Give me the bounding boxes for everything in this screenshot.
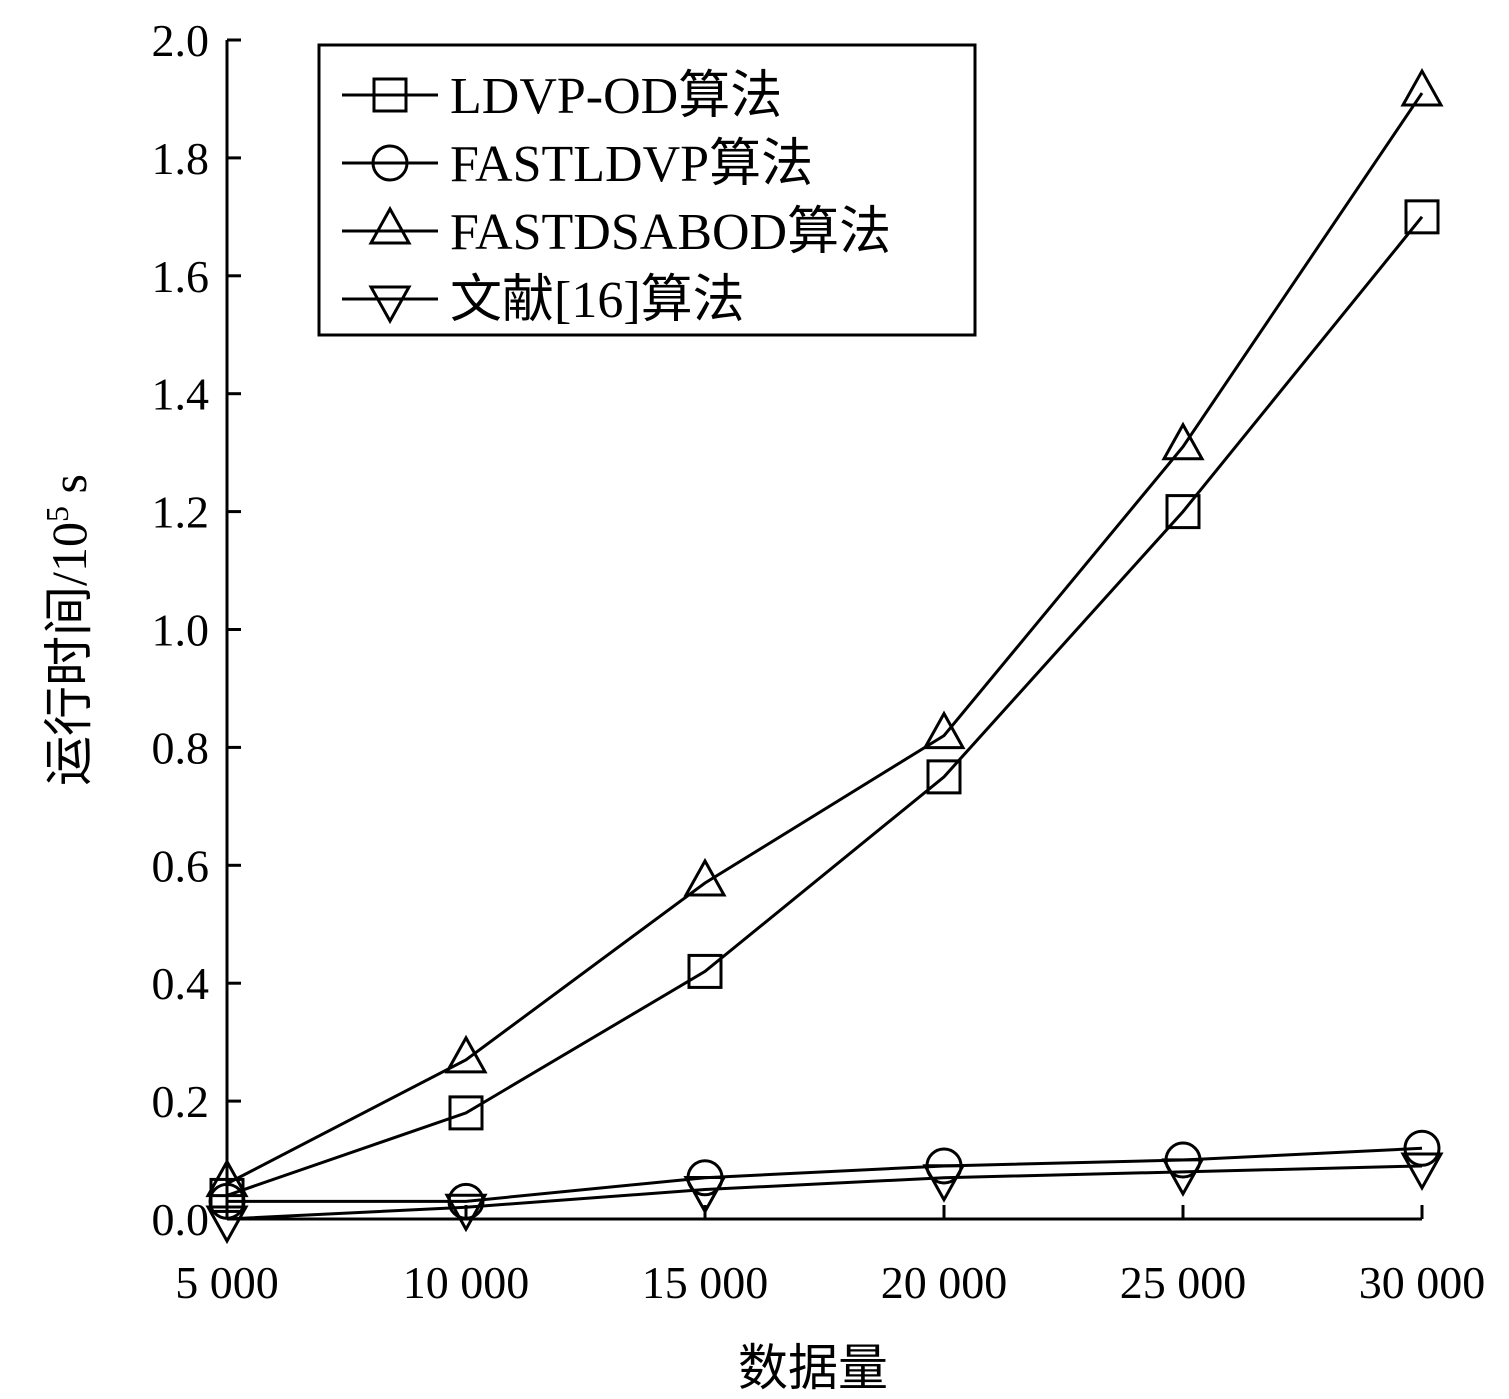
y-tick-label: 0.6 — [152, 840, 210, 891]
y-axis-title-unit: s — [41, 474, 97, 506]
legend-marker — [368, 205, 412, 245]
series-line — [226, 1164, 1423, 1221]
y-tick-label: 1.2 — [152, 487, 210, 538]
x-tick-label: 10 000 — [403, 1257, 530, 1308]
legend-marker — [372, 77, 408, 113]
data-point — [1404, 199, 1440, 235]
legend-label: FASTLDVP算法 — [450, 136, 813, 193]
y-tick-label: 0.8 — [152, 722, 210, 773]
data-point — [444, 1193, 488, 1233]
legend-marker — [371, 144, 409, 182]
series-line — [226, 215, 1424, 1197]
data-point — [683, 857, 727, 897]
legend-label: 文献[16]算法 — [450, 272, 745, 329]
y-tick-label: 2.0 — [152, 15, 210, 66]
data-point — [926, 759, 962, 795]
legend-box — [317, 43, 977, 337]
data-point — [1400, 67, 1444, 107]
x-axis-title: 数据量 — [738, 1340, 888, 1396]
series-layer — [205, 67, 1444, 1245]
y-axis-title: 运行时间/105 s — [39, 474, 97, 786]
data-point — [1161, 1158, 1205, 1197]
data-point — [444, 1034, 488, 1074]
y-tick-label: 1.4 — [152, 369, 210, 420]
data-point — [683, 1176, 727, 1215]
series-3 — [205, 1152, 1444, 1245]
data-point — [448, 1095, 484, 1131]
x-tick-label: 30 000 — [1359, 1257, 1486, 1308]
series-2 — [205, 67, 1444, 1198]
axes: 0.0 0.2 0.4 0.6 0.8 1.0 1.2 1.4 1.6 1.8 2.0 5 000 10… — [152, 15, 1486, 1308]
data-point — [1165, 494, 1201, 530]
y-tick-label: 1.0 — [152, 605, 210, 656]
series-line — [227, 1146, 1423, 1203]
y-tick-label: 1.8 — [152, 133, 210, 184]
y-tick-label: 0.4 — [152, 958, 210, 1009]
series-line — [226, 92, 1424, 1185]
y-tick-label: 1.6 — [152, 251, 210, 302]
data-point — [922, 710, 966, 750]
data-point — [1403, 1129, 1441, 1167]
legend-label: FASTDSABOD算法 — [450, 204, 891, 261]
legend-label: LDVP-OD算法 — [450, 68, 782, 125]
series-1 — [208, 1129, 1441, 1220]
y-tick-label: 0.0 — [152, 1194, 210, 1245]
data-point — [1400, 1152, 1444, 1192]
y-axis-title-exponent: 5 — [39, 506, 75, 522]
legend-marker — [368, 285, 412, 325]
x-tick-label: 25 000 — [1120, 1257, 1247, 1308]
data-point — [687, 953, 723, 989]
data-point — [1161, 421, 1205, 461]
series-0 — [209, 199, 1440, 1213]
y-axis-title-group: 运行时间/105 s — [39, 474, 97, 786]
y-axis-title-main: 运行时间/10 — [41, 522, 97, 786]
data-point — [922, 1164, 966, 1203]
data-point — [205, 1158, 249, 1198]
x-tick-label: 20 000 — [881, 1257, 1008, 1308]
x-tick-label: 5 000 — [175, 1257, 279, 1308]
x-tick-label: 15 000 — [642, 1257, 769, 1308]
y-tick-label: 0.2 — [152, 1076, 210, 1127]
data-point — [205, 1205, 249, 1245]
